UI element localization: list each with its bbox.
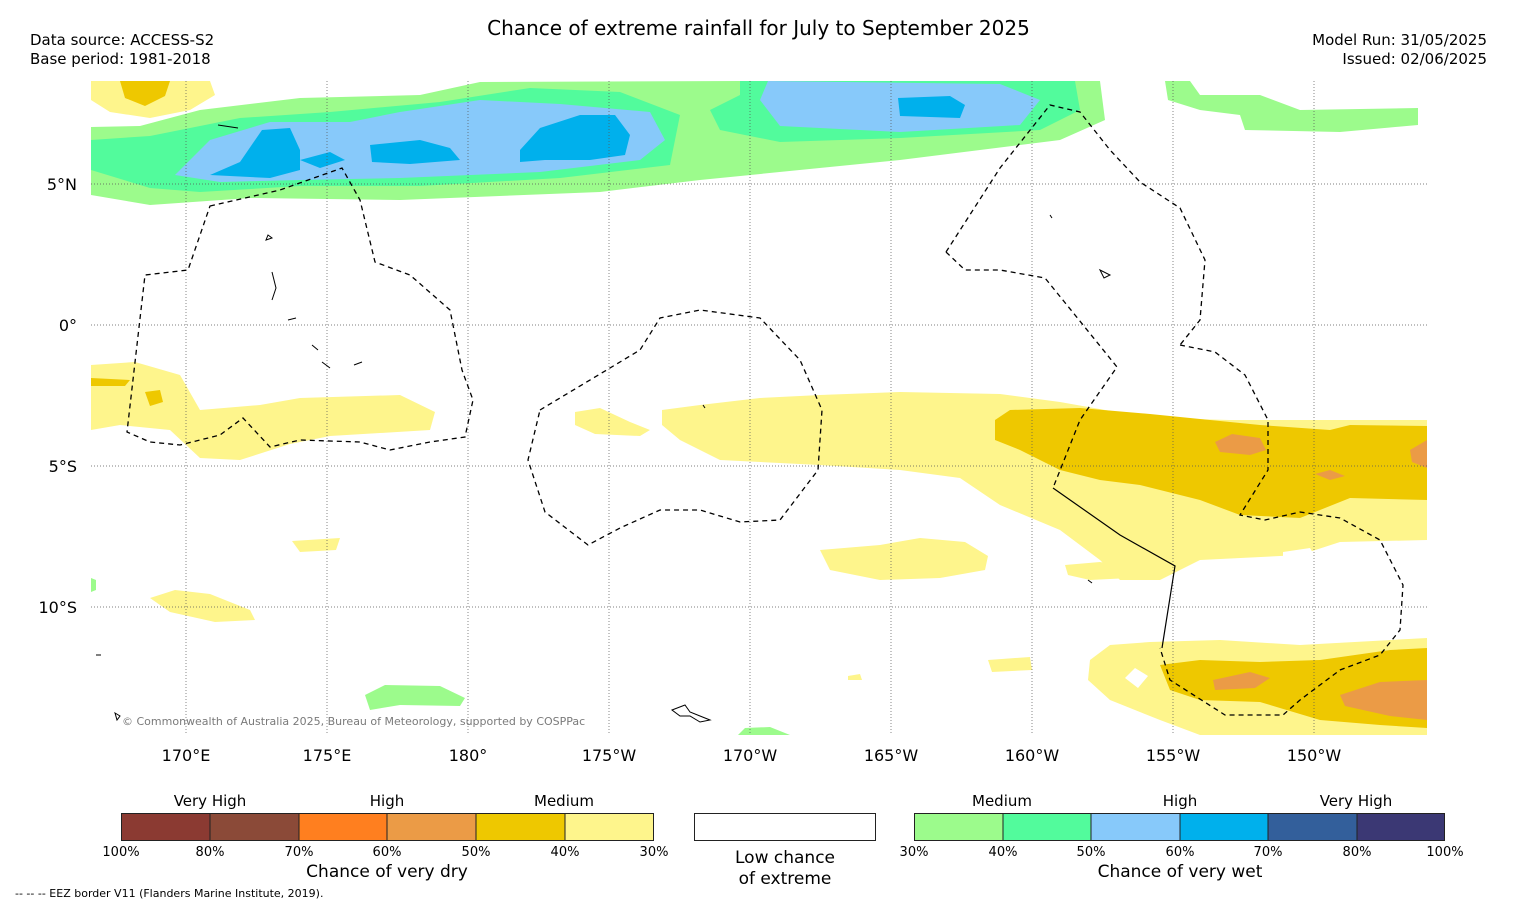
wet-60-70-region-b (300, 152, 345, 168)
islands (96, 124, 1112, 723)
legend-wet-label: Chance of very wet (1097, 862, 1263, 882)
eez-footnote: -- -- -- EEZ border V11 (Flanders Marine… (15, 887, 324, 900)
dry-30-40-patch-a (820, 538, 988, 580)
white-hole-southeast (1125, 668, 1148, 688)
dry-50-60-southeast-b (1213, 672, 1270, 690)
legend-dry-label: Chance of very dry (306, 862, 468, 882)
model-run: Model Run: 31/05/2025 (1312, 31, 1487, 49)
dry-40-50-west-a (91, 378, 130, 386)
legend-dry-tick-80: 80% (195, 845, 225, 860)
dry-50-60-southeast-a (1340, 680, 1427, 720)
dry-regions (91, 81, 1427, 735)
legend-wet-tick-80: 80% (1342, 845, 1372, 860)
legend-dry-tick-50: 50% (461, 845, 491, 860)
dry-40-50-main-band (995, 408, 1427, 518)
legend-dry-tick-70: 70% (284, 845, 314, 860)
lon-label-175e: 175°E (302, 746, 352, 765)
legend-wet-dividers (1002, 813, 1358, 841)
wet-30-40-region-east (1165, 81, 1418, 132)
legend-wet-swatch-3 (1091, 813, 1180, 841)
wet-band (91, 81, 1418, 735)
legend-dry-swatch-5 (476, 813, 565, 841)
dry-30-40-patch-d (150, 590, 255, 622)
lon-label-170w: 170°W (722, 746, 778, 765)
wet-60-70-region-d (520, 115, 630, 162)
legend-dry-cat-medium: Medium (534, 792, 594, 810)
legend-dry-swatch-4 (387, 813, 476, 841)
legend-wet-swatch-6 (1357, 813, 1445, 841)
solid-boundary (1052, 487, 1176, 649)
legend-wet-swatch-1 (914, 813, 1003, 841)
legend-wet-tick-100: 100% (1426, 845, 1464, 860)
dry-30-40-patch-f (848, 674, 862, 680)
legend-low-label-line2: of extreme (738, 869, 832, 889)
lat-label-10s: 10°S (38, 598, 77, 617)
legend-low-label-line1: Low chance (735, 848, 835, 868)
dry-50-60-main-c (1315, 470, 1345, 480)
eez-border-kiribati-gilbert (126, 167, 474, 451)
legend-dry-cat-high: High (369, 792, 405, 810)
run-info: Model Run: 31/05/2025 Issued: 02/06/2025 (1312, 31, 1487, 69)
legend-dry-swatch-3 (299, 813, 387, 841)
legend-wet-tick-60: 60% (1165, 845, 1195, 860)
legend-wet-tick-50: 50% (1076, 845, 1106, 860)
dry-50-60-main-b (1410, 440, 1427, 468)
legend-wet-cat-high: High (1162, 792, 1198, 810)
lat-label-5s: 5°S (48, 457, 77, 476)
dry-30-40-central-band (575, 408, 650, 436)
legend-wet-tick-70: 70% (1253, 845, 1283, 860)
dry-30-40-west-band (91, 362, 435, 460)
lon-label-180: 180° (448, 746, 488, 765)
lon-label-155w: 155°W (1145, 746, 1201, 765)
legend-wet-tick-30: 30% (899, 845, 929, 860)
legend-wet-swatch-4 (1180, 813, 1268, 841)
data-source: Data source: ACCESS-S2 (30, 31, 215, 49)
wet-60-70-region-c (370, 140, 460, 164)
legend-wet-cat-medium: Medium (972, 792, 1032, 810)
legend-wet-cat-very-high: Very High (1319, 792, 1393, 810)
white-hole-main (1283, 548, 1316, 560)
legend-dry-swatch-2 (210, 813, 299, 841)
lon-label-165w: 165°W (863, 746, 919, 765)
legend-dry-tick-60: 60% (372, 845, 402, 860)
lon-label-150w: 150°W (1286, 746, 1342, 765)
wet-60-70-region-e (898, 96, 965, 118)
dry-50-60-main-a (1215, 434, 1266, 455)
eez-border-line-islands-north (945, 104, 1206, 489)
base-period: Base period: 1981-2018 (30, 50, 211, 68)
legend-wet-swatch-2 (1003, 813, 1091, 841)
dry-40-50-west-b (145, 390, 163, 406)
map-title: Chance of extreme rainfall for July to S… (487, 16, 1030, 40)
rainfall-map (91, 81, 1427, 735)
legend-dry-tick-30: 30% (639, 845, 669, 860)
gridlines (91, 81, 1427, 735)
legend-wet-tick-40: 40% (988, 845, 1018, 860)
legend-wet-swatch-5 (1268, 813, 1357, 841)
lon-label-160w: 160°W (1004, 746, 1060, 765)
lon-label-170e: 170°E (161, 746, 211, 765)
dry-30-40-patch-e (988, 657, 1032, 672)
wet-30-40-patch-west (91, 578, 96, 592)
legend-dry-swatch-6 (565, 813, 654, 841)
lon-label-175w: 175°W (581, 746, 637, 765)
eez-border-tokelau-samoa (527, 309, 823, 546)
legend-dry-cat-very-high: Very High (173, 792, 247, 810)
issued-date: Issued: 02/06/2025 (1342, 50, 1487, 68)
dry-30-40-patch-c (292, 538, 340, 552)
wet-30-40-patch-south-a (365, 685, 465, 710)
eez-borders (126, 104, 1404, 716)
legend-dry-tick-100: 100% (102, 845, 140, 860)
data-info: Data source: ACCESS-S2 Base period: 1981… (30, 31, 214, 69)
dry-40-50-northwest (120, 81, 170, 106)
wet-30-40-patch-south-b (738, 727, 790, 735)
copyright-notice: © Commonwealth of Australia 2025, Bureau… (122, 715, 586, 728)
legend-low-swatch (694, 813, 876, 841)
legend-dry-swatch-1 (121, 813, 210, 841)
lat-label-0: 0° (58, 316, 77, 335)
legend-dry-tick-40: 40% (550, 845, 580, 860)
legend-dry-dividers (209, 813, 566, 841)
lat-label-5n: 5°N (46, 175, 77, 194)
wet-60-70-region-a (210, 128, 300, 178)
dry-30-40-patch-b (1065, 562, 1135, 580)
